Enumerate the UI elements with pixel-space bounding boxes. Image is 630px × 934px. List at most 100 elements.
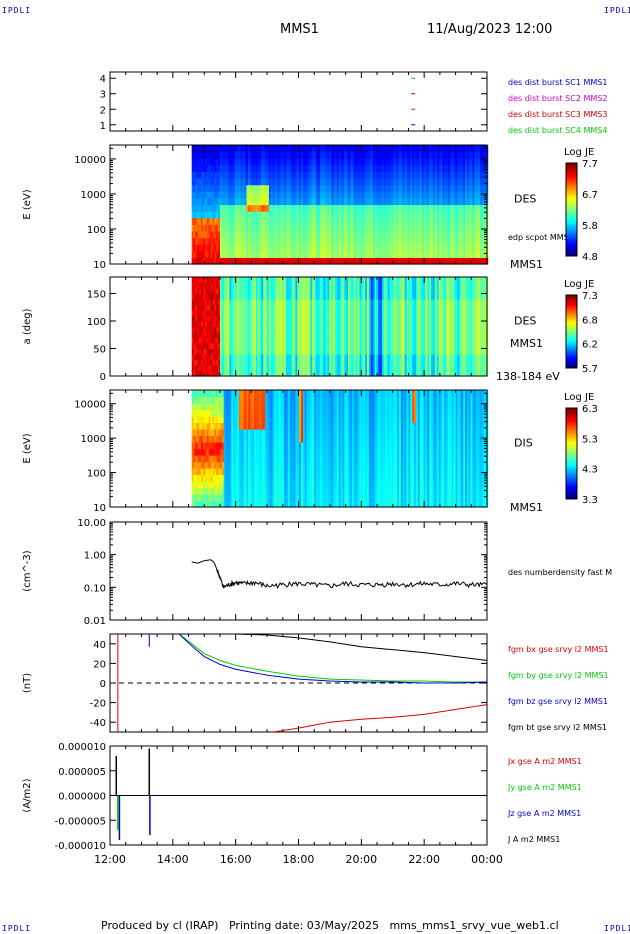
spectrogram-cell	[284, 310, 287, 317]
spectrogram-cell	[378, 321, 381, 328]
spectrogram-cell	[329, 337, 332, 344]
spectrogram-cell	[284, 171, 287, 179]
spectrogram-cell	[387, 164, 391, 173]
spectrogram-cell	[334, 197, 338, 206]
spectrogram-cell	[195, 151, 198, 159]
spectrogram-cell	[287, 171, 291, 179]
spectrogram-cell	[267, 299, 270, 306]
spectrogram-cell	[210, 288, 214, 295]
spectrogram-cell	[359, 293, 362, 300]
spectrogram-cell	[229, 211, 232, 219]
spectrogram-cell	[472, 244, 476, 252]
spectrogram-cell	[402, 224, 406, 232]
spectrogram-cell	[312, 191, 315, 199]
spectrogram-cell	[415, 250, 419, 258]
spectrogram-cell	[235, 326, 238, 333]
spectrogram-cell	[227, 321, 230, 328]
spectrogram-cell	[397, 197, 400, 206]
spectrogram-cell	[438, 145, 442, 153]
spectrogram-cell	[299, 230, 302, 239]
spectrogram-cell	[267, 365, 270, 372]
spectrogram-cell	[319, 359, 323, 366]
spectrogram-cell	[204, 332, 208, 339]
spectrogram-cell	[389, 321, 393, 328]
spectrogram-cell	[265, 197, 268, 206]
spectrogram-cell	[204, 282, 208, 289]
spectrogram-cell	[272, 197, 276, 206]
spectrogram-cell	[312, 244, 315, 252]
spectrogram-cell	[246, 315, 249, 322]
spectrogram-cell	[325, 299, 329, 306]
spectrogram-cell	[199, 191, 202, 199]
spectrogram-cell	[368, 310, 372, 317]
spectrogram-cell	[389, 277, 393, 284]
spectrogram-cell	[329, 343, 332, 350]
spectrogram-cell	[274, 348, 278, 355]
spectrogram-cell	[216, 348, 219, 355]
spectrogram-cell	[353, 217, 357, 225]
spectrogram-cell	[446, 211, 449, 219]
spectrogram-cell	[304, 145, 308, 153]
spectrogram-cell	[451, 164, 455, 173]
spectrogram-cell	[397, 145, 400, 153]
spectrogram-cell	[191, 230, 195, 239]
spectrogram-cell	[376, 359, 379, 366]
spectrogram-cell	[314, 151, 317, 159]
spectrogram-cell	[449, 257, 453, 265]
spectrogram-cell	[268, 217, 272, 225]
spectrogram-cell	[351, 332, 355, 339]
spectrogram-cell	[255, 332, 259, 339]
spectrogram-cell	[429, 244, 432, 252]
spectrogram-cell	[242, 164, 246, 173]
spectrogram-cell	[440, 230, 443, 239]
spectrogram-cell	[231, 164, 234, 173]
spectrogram-cell	[216, 299, 219, 306]
spectrogram-cell	[252, 244, 255, 252]
spectrogram-cell	[195, 354, 198, 361]
spectrogram-cell	[340, 257, 344, 265]
spectrogram-cell	[314, 337, 317, 344]
spectrogram-cell	[329, 158, 332, 166]
spectrogram-cell	[472, 171, 476, 179]
spectrogram-cell	[301, 304, 304, 311]
spectrogram-cell	[338, 359, 342, 366]
spectrogram-cell	[434, 151, 438, 159]
spectrogram-cell	[436, 224, 440, 232]
spectrogram-cell	[465, 197, 468, 206]
spectrogram-cell	[481, 184, 485, 192]
spectrogram-cell	[265, 217, 268, 225]
spectrogram-cell	[274, 204, 278, 212]
spectrogram-cell	[340, 217, 344, 225]
spectrogram-cell	[481, 217, 485, 225]
spectrogram-cell	[351, 164, 355, 173]
spectrogram-cell	[265, 365, 268, 372]
spectrogram-cell	[248, 354, 251, 361]
spectrogram-cell	[340, 164, 344, 173]
spectrogram-cell	[389, 171, 393, 179]
spectrogram-cell	[229, 315, 232, 322]
spectrogram-cell	[357, 145, 361, 153]
spectrogram-cell	[346, 326, 349, 333]
spectrogram-cell	[408, 250, 411, 258]
spectrogram-cell	[466, 211, 470, 219]
spectrogram-cell	[323, 337, 327, 344]
spectrogram-cell	[225, 230, 229, 239]
spectrogram-cell	[363, 332, 366, 339]
spectrogram-cell	[414, 204, 417, 212]
spectrogram-cell	[199, 343, 202, 350]
spectrogram-cell	[257, 282, 261, 289]
spectrogram-cell	[340, 337, 344, 344]
spectrogram-cell	[376, 184, 379, 192]
spectrogram-cell	[238, 204, 242, 212]
spectrogram-cell	[227, 244, 230, 252]
spectrogram-cell	[221, 217, 225, 225]
spectrogram-cell	[317, 277, 321, 284]
spectrogram-cell	[365, 304, 368, 311]
spectrogram-cell	[235, 282, 238, 289]
spectrogram-cell	[465, 244, 468, 252]
spectrogram-cell	[270, 365, 274, 372]
spectrogram-cell	[231, 191, 234, 199]
spectrogram-cell	[325, 326, 329, 333]
spectrogram-cell	[415, 178, 419, 186]
spectrogram-cell	[314, 164, 317, 173]
